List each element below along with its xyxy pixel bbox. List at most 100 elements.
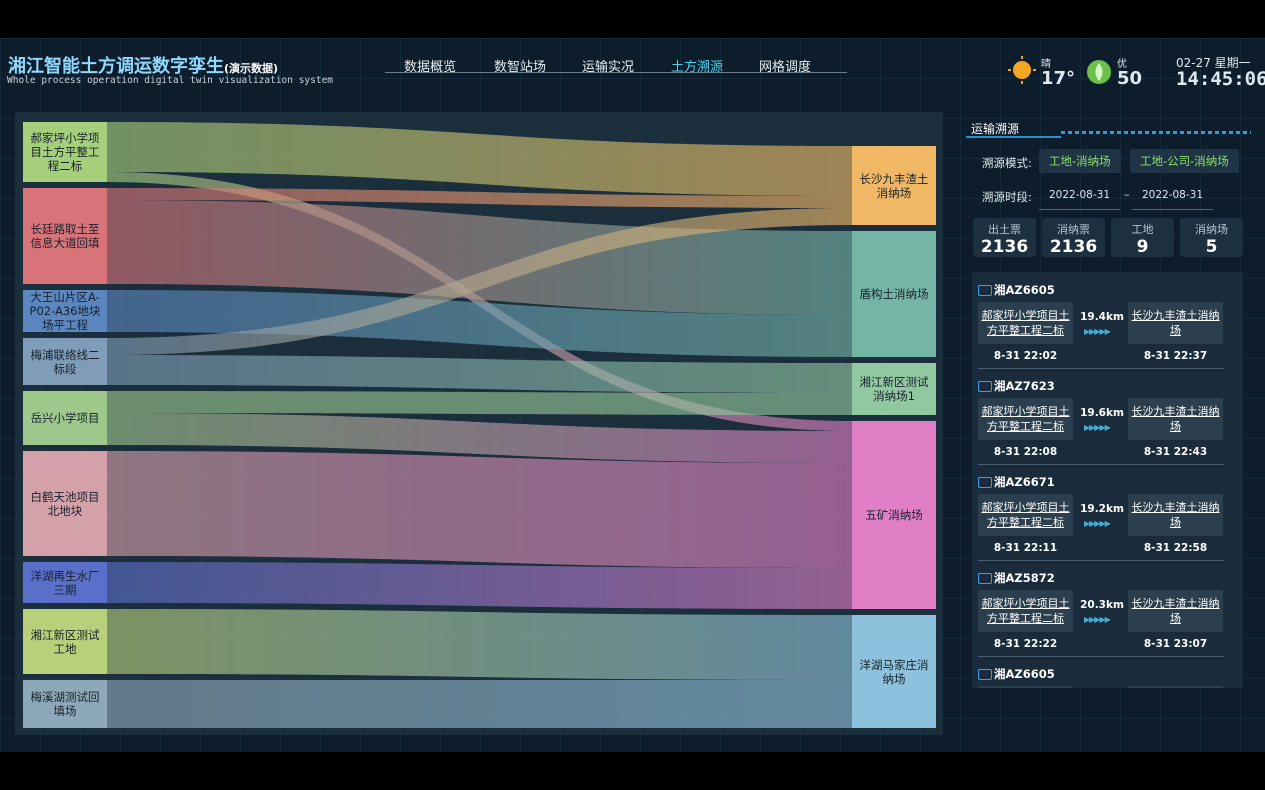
distance: 19.4km [1080, 311, 1124, 323]
source-node [23, 188, 107, 284]
title: 湘江智能土方调运数字孪生(演示数据) [8, 52, 278, 78]
nav-item[interactable]: 网格调度 [759, 60, 812, 75]
origin-box[interactable]: 郝家坪小学项目土方平整工程二标 [978, 398, 1073, 440]
source-label: 郝家坪小学项目土方平整工程二标 [30, 131, 100, 173]
source-node [23, 391, 107, 445]
sankey-link [107, 290, 852, 357]
target-node [852, 421, 936, 609]
weather-icons [1008, 56, 1111, 84]
stat-value: 2136 [980, 237, 1029, 257]
sankey-link [107, 208, 852, 355]
nav-item[interactable]: 土方溯源 [671, 60, 724, 75]
distance: 19.2km [1080, 503, 1124, 515]
temperature: 17° [1041, 68, 1076, 89]
truck-icon [978, 669, 992, 680]
sankey-link [107, 562, 852, 609]
stat-label: 工地 [1131, 223, 1154, 236]
arrows: ▶▶▶▶▶ [1084, 615, 1111, 624]
title-suffix: (演示数据) [224, 62, 279, 75]
target-node [852, 363, 936, 415]
plate: 湘AZ6671 [994, 475, 1055, 489]
truck-icon [978, 477, 992, 488]
date-to[interactable]: 2022-08-31 [1132, 182, 1213, 210]
mode-label: 溯源模式: [982, 156, 1032, 170]
target-label: 长沙九丰渣土消纳场 [859, 171, 929, 200]
sankey-link [107, 680, 852, 728]
target-label: 湘江新区测试消纳场1 [859, 375, 929, 403]
source-label: 白鹤天池项目北地块 [30, 489, 100, 518]
plate: 湘AZ7623 [994, 379, 1055, 393]
stat-card: 消纳票 2136 [1042, 218, 1105, 257]
destination-box[interactable] [1128, 686, 1223, 688]
stat-label: 消纳场 [1195, 223, 1228, 236]
truck-icon [978, 381, 992, 392]
start-time: 8-31 22:08 [993, 446, 1058, 458]
target-label: 洋湖马家庄消纳场 [859, 657, 929, 686]
destination-box[interactable]: 长沙九丰渣土消纳场 [1128, 494, 1223, 536]
date: 02-27 星期一 [1176, 56, 1251, 70]
nav-item[interactable]: 数据概览 [404, 60, 457, 75]
start-time: 8-31 22:22 [993, 638, 1058, 650]
mode-button[interactable]: 工地-消纳场 [1039, 149, 1121, 173]
origin-box[interactable]: 郝家坪小学项目土方平整工程二标 [978, 494, 1073, 536]
sankey-link [107, 609, 852, 680]
end-time: 8-31 22:37 [1143, 350, 1208, 362]
origin-box[interactable] [978, 686, 1073, 688]
plate: 湘AZ6605 [994, 667, 1055, 681]
source-label: 洋湖再生水厂三期 [30, 568, 100, 597]
origin-box[interactable]: 郝家坪小学项目土方平整工程二标 [978, 590, 1073, 632]
air-quality: 优 [1117, 59, 1127, 70]
plate: 湘AZ6605 [994, 283, 1055, 297]
stat-value: 5 [1205, 237, 1218, 257]
end-time: 8-31 22:58 [1143, 542, 1208, 554]
date-from[interactable]: 2022-08-31 [1039, 182, 1120, 210]
destination-box[interactable]: 长沙九丰渣土消纳场 [1128, 398, 1223, 440]
end-time: 8-31 22:43 [1143, 446, 1208, 458]
destination-box[interactable]: 长沙九丰渣土消纳场 [1128, 590, 1223, 632]
sankey-link [107, 188, 852, 208]
origin-box[interactable]: 郝家坪小学项目土方平整工程二标 [978, 302, 1073, 344]
subtitle: Whole process operation digital twin vis… [7, 75, 334, 86]
separator [978, 560, 1224, 561]
destination-box[interactable]: 长沙九丰渣土消纳场 [1128, 302, 1223, 344]
panel-title: 运输溯源 [971, 122, 1020, 136]
title-text: 湘江智能土方调运数字孪生 [8, 56, 224, 77]
source-label: 大王山片区A-P02-A36地块场平工程 [29, 290, 101, 332]
stat-value: 2136 [1049, 237, 1098, 257]
source-node [23, 680, 107, 728]
stat-value: 9 [1136, 237, 1149, 257]
sankey-link [107, 122, 852, 196]
stat-card: 工地 9 [1111, 218, 1174, 257]
record-list: 湘AZ6605 郝家坪小学项目土方平整工程二标 长沙九丰渣土消纳场 19.4km ▶▶▶… [972, 272, 1243, 688]
stat-card: 消纳场 5 [1180, 218, 1243, 257]
period-label: 溯源时段: [982, 190, 1032, 204]
source-node [23, 562, 107, 603]
source-node [23, 290, 107, 332]
nav-line [385, 72, 847, 73]
separator [978, 368, 1224, 369]
sankey-link [107, 172, 852, 431]
panel-title-underline [966, 136, 1061, 138]
source-node [23, 451, 107, 556]
source-label: 梅溪湖测试回填场 [30, 690, 100, 718]
truck-icon [978, 285, 992, 296]
distance: 19.6km [1080, 407, 1124, 419]
time: 14:45:06 [1176, 68, 1265, 90]
start-time: 8-31 22:02 [993, 350, 1058, 362]
source-node [23, 609, 107, 674]
date-separator: – [1124, 188, 1130, 201]
aqi: 50 [1117, 68, 1143, 89]
sankey-link [107, 413, 852, 463]
source-label: 湘江新区测试工地 [30, 627, 100, 656]
mode-button[interactable]: 工地-公司-消纳场 [1130, 149, 1239, 173]
stat-label: 出土票 [988, 223, 1021, 236]
start-time: 8-31 22:11 [993, 542, 1058, 554]
target-label: 五矿消纳场 [865, 508, 923, 522]
target-node [852, 231, 936, 357]
sankey [23, 122, 936, 728]
nav-item[interactable]: 数智站场 [494, 60, 547, 75]
nav-item[interactable]: 运输实况 [582, 60, 635, 75]
source-node [23, 338, 107, 385]
arrows: ▶▶▶▶▶ [1084, 423, 1111, 432]
weather: 晴 [1041, 59, 1051, 70]
